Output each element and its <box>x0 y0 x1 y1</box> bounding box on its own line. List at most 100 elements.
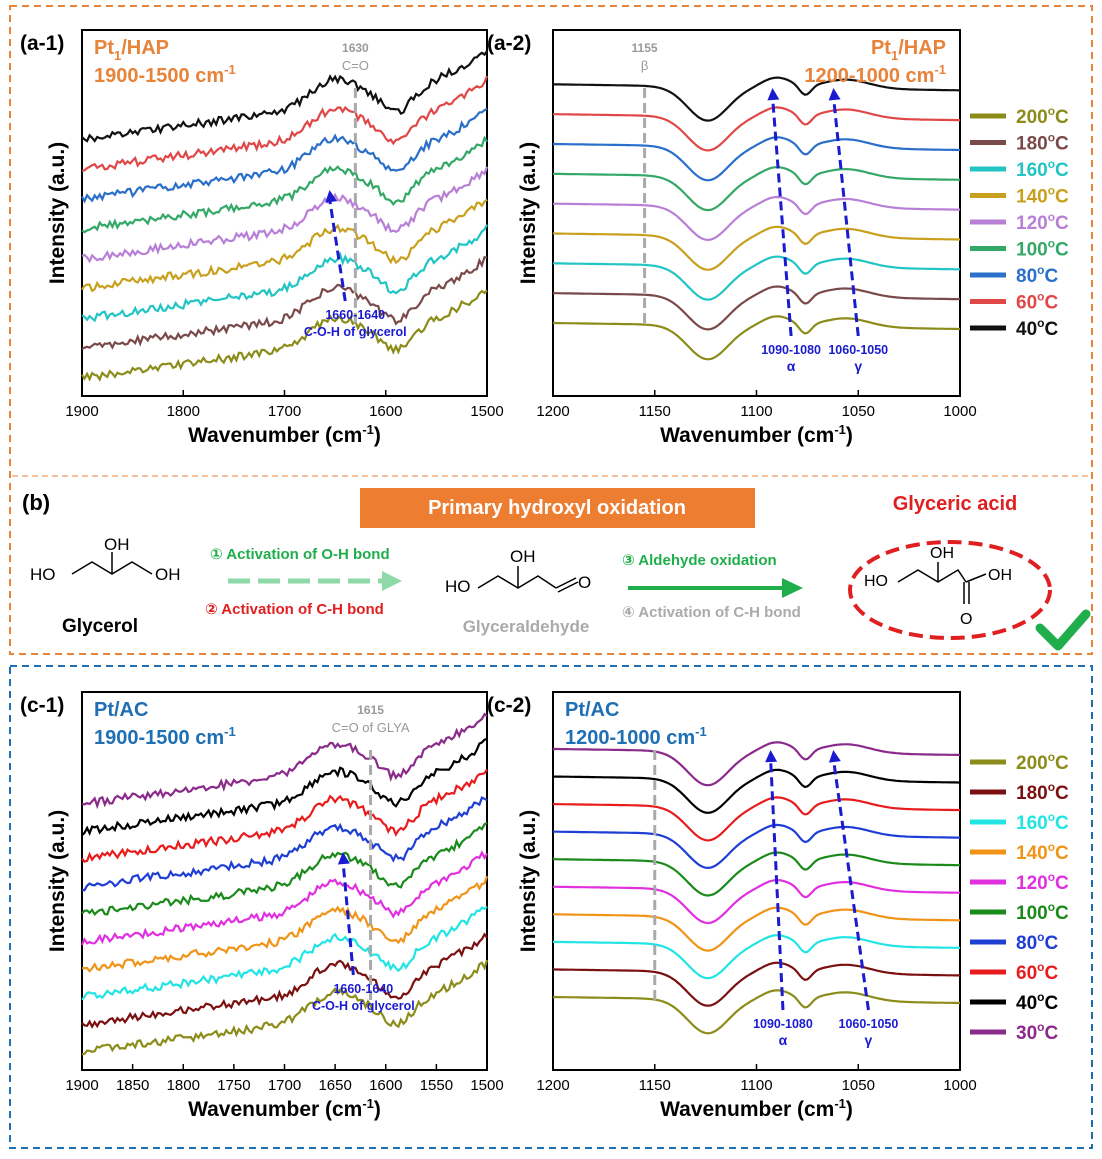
xtick-label-c-2-0: 1200 <box>536 1077 569 1094</box>
dashed-arrow-head <box>382 571 402 591</box>
product-title: Glyceric acid <box>893 493 1018 515</box>
legend-label-c-2-80: 80oC <box>1016 930 1058 954</box>
xlabel-a-2: Wavenumber (cm-1) <box>660 422 853 447</box>
legend-label-c-2-140: 140oC <box>1016 840 1069 864</box>
xtick-label-c-2-1: 1150 <box>639 1077 671 1094</box>
spectrum-c-2-100 <box>553 851 960 897</box>
spectrum-c-1-140 <box>81 875 489 973</box>
solid-arrow-head <box>782 578 803 598</box>
spectrum-c-2-120 <box>553 878 961 925</box>
arrow-label-a-2-0: 1090-1080 <box>761 343 821 357</box>
step4-label: ④ Activation of C-H bond <box>622 604 801 621</box>
spectrum-a-1-80 <box>81 107 488 204</box>
legend-label-c-2-100: 100oC <box>1016 900 1069 924</box>
step3-label: ③ Aldehyde oxidation <box>622 552 777 569</box>
acid-oh-right: OH <box>988 567 1012 584</box>
glyceric-acid-structure: OH HO OH O <box>864 545 1012 628</box>
xlabel-c-2: Wavenumber (cm-1) <box>660 1096 853 1121</box>
glycerol-label: Glycerol <box>62 616 138 637</box>
spectrum-a-1-180 <box>81 255 488 350</box>
spectrum-c-2-40 <box>552 768 960 814</box>
arrow-label-c-2-1: 1060-1050 <box>839 1017 899 1031</box>
panel-range-c-1: 1900-1500 cm-1 <box>94 724 236 749</box>
marker-label-a-2: 1155 <box>632 41 658 55</box>
arrow-sublabel-c-2-0: α <box>779 1032 788 1048</box>
xtick-label-c-1-0: 1900 <box>65 1077 98 1094</box>
top-frame <box>9 5 1093 655</box>
xtick-label-a-2-4: 1000 <box>943 403 976 420</box>
arrow-head-a-1-0 <box>325 190 338 203</box>
arrow-a-2-0 <box>771 99 793 337</box>
spectrum-c-2-140 <box>552 906 960 952</box>
spectrum-a-2-180 <box>553 285 961 331</box>
marker-label-c-1: 1615 <box>357 703 384 717</box>
legend-label-a-2-60: 60oC <box>1016 290 1058 314</box>
arrow-a-2-1 <box>832 99 860 337</box>
marker-sublabel-a-2: β <box>641 58 648 73</box>
arrow-head-c-2-1 <box>828 750 841 763</box>
glyceraldehyde-label: Glyceraldehyde <box>463 617 590 636</box>
legend-label-c-2-180: 180oC <box>1016 780 1069 804</box>
xtick-label-c-1-5: 1650 <box>318 1077 351 1094</box>
spectrum-c-2-60 <box>553 796 961 842</box>
xtick-label-a-2-3: 1050 <box>842 403 875 420</box>
arrow-label-a-2-1: 1060-1050 <box>828 343 888 357</box>
legend-label-a-2-40: 40oC <box>1016 316 1058 340</box>
bottom-frame <box>9 665 1093 1149</box>
xtick-label-c-1-6: 1600 <box>369 1077 402 1094</box>
spectrum-c-1-120 <box>80 850 488 946</box>
arrow-c-2-0 <box>769 761 785 1011</box>
legend-label-c-2-120: 120oC <box>1016 870 1069 894</box>
spectrum-c-1-60 <box>81 768 488 863</box>
xtick-label-c-1-3: 1750 <box>217 1077 250 1094</box>
arrow-c-1-0 <box>341 863 355 976</box>
spectrum-c-2-80 <box>552 823 960 870</box>
banner-text: Primary hydroxyl oxidation <box>428 497 686 519</box>
arrow-label-a-1-0: 1660-1640 <box>325 308 385 322</box>
legend-label-c-2-200: 200oC <box>1016 750 1069 774</box>
glycerol-oh-top: OH <box>104 535 130 554</box>
spectrum-c-1-200 <box>81 959 489 1056</box>
legend-label-a-2-200: 200oC <box>1016 104 1069 128</box>
arrow-head-c-2-0 <box>765 750 778 763</box>
spectrum-a-2-60 <box>553 106 961 152</box>
spectrum-c-1-80 <box>81 796 488 892</box>
arrow-head-a-2-0 <box>767 88 780 101</box>
spectrum-a-1-160 <box>81 224 488 323</box>
xtick-label-a-1-0: 1900 <box>65 403 98 420</box>
legend-label-a-2-160: 160oC <box>1016 157 1069 181</box>
spectrum-c-1-30 <box>81 712 488 810</box>
xtick-label-c-2-4: 1000 <box>943 1077 976 1094</box>
panel-range-a-1: 1900-1500 cm-1 <box>94 62 236 87</box>
spectrum-a-2-160 <box>552 255 960 301</box>
product-ellipse <box>848 540 1052 640</box>
reaction-scheme: (b) Primary hydroxyl oxidation Glyceric … <box>22 488 1091 651</box>
xtick-label-a-1-2: 1700 <box>268 403 301 420</box>
ylabel-c-1: Intensity (a.u.) <box>46 810 69 952</box>
spectrum-a-2-40 <box>552 76 960 122</box>
spectrum-c-2-160 <box>553 934 961 980</box>
xtick-label-a-1-4: 1500 <box>470 403 503 420</box>
step1-label: ① Activation of O-H bond <box>210 546 390 563</box>
spectrum-a-2-120 <box>553 195 961 242</box>
glyceraldehyde-o: O <box>578 573 591 592</box>
arrow-sublabel-a-1-0: C-O-H of glycerol <box>304 325 407 339</box>
xtick-label-c-1-1: 1850 <box>116 1077 149 1094</box>
legend-label-a-2-80: 80oC <box>1016 263 1058 287</box>
legend-label-c-2-40: 40oC <box>1016 990 1058 1014</box>
acid-ho: HO <box>864 573 888 590</box>
panel-c-1: 1615 C=O of GLYA 1660-1640 C-O-H of glycero… <box>20 691 504 1121</box>
ylabel-c-2: Intensity (a.u.) <box>517 810 540 952</box>
banner-bar <box>360 488 755 528</box>
legend-label-c-2-60: 60oC <box>1016 960 1058 984</box>
panel-title-a-2: Pt1/HAP <box>871 37 946 63</box>
arrow-sublabel-c-1-0: C-O-H of glycerol <box>312 999 415 1013</box>
spectrum-a-1-140 <box>81 198 488 293</box>
spectrum-a-1-40 <box>81 50 488 143</box>
panel-label-a-2: (a-2) <box>487 32 531 55</box>
xtick-label-a-2-0: 1200 <box>536 403 569 420</box>
legend-label-a-2-100: 100oC <box>1016 237 1069 261</box>
